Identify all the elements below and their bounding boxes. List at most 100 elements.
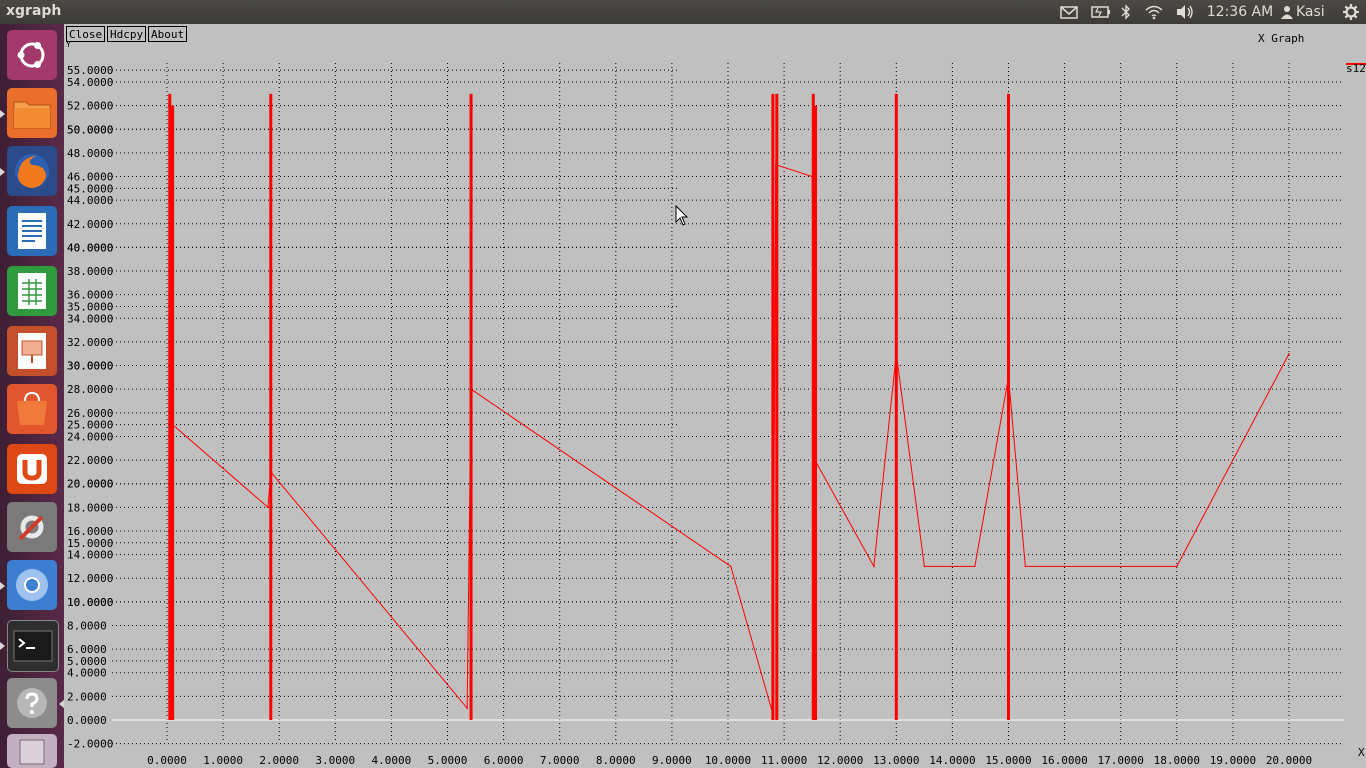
- firefox-icon[interactable]: [7, 146, 57, 196]
- x-tick-label: 6.0000: [484, 754, 524, 767]
- volume-icon[interactable]: [1173, 0, 1197, 24]
- x-tick-label: 9.0000: [652, 754, 692, 767]
- x-tick-label: 3.0000: [315, 754, 355, 767]
- x-tick-label: 20.0000: [1266, 754, 1312, 767]
- y-tick-label: 16.0000: [67, 525, 113, 538]
- y-tick-label: -2.0000: [67, 738, 113, 751]
- data-point: [923, 565, 926, 568]
- y-tick-label: 40.0000: [67, 241, 113, 254]
- ubuntu-dash-icon[interactable]: [7, 30, 57, 80]
- bluetooth-icon[interactable]: [1118, 0, 1134, 24]
- data-point: [873, 565, 875, 568]
- battery-icon[interactable]: [1090, 0, 1112, 24]
- x-tick-label: 12.0000: [817, 754, 863, 767]
- y-tick-label-alt: 55.0000: [67, 64, 113, 77]
- x-tick-label: 17.0000: [1098, 754, 1144, 767]
- files-icon[interactable]: [7, 88, 57, 138]
- system-settings-icon[interactable]: [7, 502, 57, 552]
- data-point: [267, 506, 269, 509]
- top-panel: xgraph 12:36 AM Kasi: [0, 0, 1366, 24]
- hardcopy-button[interactable]: Hdcpy: [107, 26, 147, 42]
- y-tick-label: 44.0000: [67, 194, 113, 207]
- impress-icon[interactable]: [7, 326, 57, 376]
- y-tick-label: 2.0000: [67, 690, 107, 703]
- x-tick-label: 10.0000: [705, 754, 751, 767]
- launcher: [0, 24, 64, 768]
- wifi-icon[interactable]: [1142, 0, 1166, 24]
- y-tick-label-alt: 10.0000: [67, 596, 113, 609]
- x-tick-label: 15.0000: [985, 754, 1031, 767]
- data-point: [466, 707, 468, 709]
- graph-title: X Graph: [1258, 32, 1304, 45]
- y-tick-label: 48.0000: [67, 147, 113, 160]
- y-tick-label: 36.0000: [67, 289, 113, 302]
- y-tick-label-alt: 50.0000: [67, 123, 113, 136]
- y-tick-label: 30.0000: [67, 360, 113, 373]
- x-tick-label: 4.0000: [372, 754, 412, 767]
- x-tick-label: 11.0000: [761, 754, 807, 767]
- y-tick-label: 46.0000: [67, 171, 113, 184]
- data-point: [269, 471, 272, 473]
- graph-canvas[interactable]: 0.0000 1.0000 2.0000 3.0000 4.0000 5.0000 6.00…: [64, 24, 1366, 768]
- data-point: [171, 423, 174, 426]
- data-point: [1024, 565, 1027, 568]
- terminal-icon[interactable]: [7, 620, 59, 672]
- y-tick-label: 50.0000: [67, 123, 113, 136]
- x-tick-label: 13.0000: [873, 754, 919, 767]
- data-point: [774, 163, 777, 166]
- y-tick-label: 42.0000: [67, 218, 113, 231]
- data-point: [772, 713, 774, 715]
- x-tick-label: 8.0000: [596, 754, 636, 767]
- settings-gear-icon[interactable]: [1340, 0, 1362, 24]
- user-name[interactable]: Kasi: [1296, 4, 1325, 20]
- data-point: [814, 459, 816, 461]
- y-tick-label-alt: 15.0000: [67, 537, 113, 550]
- x-axis-name: X: [1358, 746, 1365, 759]
- x-tick-label: 2.0000: [259, 754, 299, 767]
- clock[interactable]: 12:36 AM: [1206, 4, 1274, 20]
- y-tick-label: 28.0000: [67, 383, 113, 396]
- y-tick-label-alt: 45.0000: [67, 182, 113, 195]
- x-tick-label: 0.0000: [147, 754, 187, 767]
- y-tick-label-alt: 35.0000: [67, 300, 113, 313]
- data-point: [1288, 352, 1290, 355]
- x-tick-label: 14.0000: [929, 754, 975, 767]
- y-tick-label: 54.0000: [67, 76, 113, 89]
- calc-icon[interactable]: [7, 266, 57, 316]
- y-tick-label: 52.0000: [67, 100, 113, 113]
- y-tick-label: 10.0000: [67, 596, 113, 609]
- software-center-icon[interactable]: [7, 384, 57, 434]
- chromium-icon[interactable]: [7, 560, 57, 610]
- data-point: [1007, 376, 1010, 379]
- x-tick-label: 18.0000: [1154, 754, 1200, 767]
- user-icon: [1280, 0, 1294, 24]
- y-tick-label-alt: 25.0000: [67, 419, 113, 432]
- x-tick-label: 19.0000: [1210, 754, 1256, 767]
- mouse-pointer-icon: [675, 204, 689, 226]
- data-point: [1176, 565, 1178, 568]
- x-tick-label: 5.0000: [428, 754, 468, 767]
- y-tick-label: 18.0000: [67, 501, 113, 514]
- help-icon[interactable]: [7, 678, 57, 728]
- mail-icon[interactable]: [1058, 0, 1080, 24]
- data-point: [895, 352, 898, 355]
- ubuntu-one-icon[interactable]: [7, 444, 57, 494]
- about-button[interactable]: About: [148, 26, 188, 42]
- y-tick-label: 26.0000: [67, 407, 113, 420]
- x-tick-label: 16.0000: [1041, 754, 1087, 767]
- app-title: xgraph: [6, 3, 62, 19]
- x-tick-label: 7.0000: [540, 754, 580, 767]
- trash-icon[interactable]: [7, 734, 57, 768]
- y-tick-label: 6.0000: [67, 643, 107, 656]
- data-point: [811, 175, 813, 178]
- y-tick-label-alt: 30.0000: [67, 360, 113, 373]
- data-point: [470, 388, 472, 390]
- close-button[interactable]: Close: [66, 26, 106, 42]
- legend-label: s12: [1346, 62, 1366, 75]
- y-axis-name: Y: [66, 40, 71, 49]
- y-tick-label: 38.0000: [67, 265, 113, 278]
- y-tick-label: 32.0000: [67, 336, 113, 349]
- writer-icon[interactable]: [7, 206, 57, 256]
- y-tick-label: 8.0000: [67, 619, 107, 632]
- y-tick-label-alt: 40.0000: [67, 241, 113, 254]
